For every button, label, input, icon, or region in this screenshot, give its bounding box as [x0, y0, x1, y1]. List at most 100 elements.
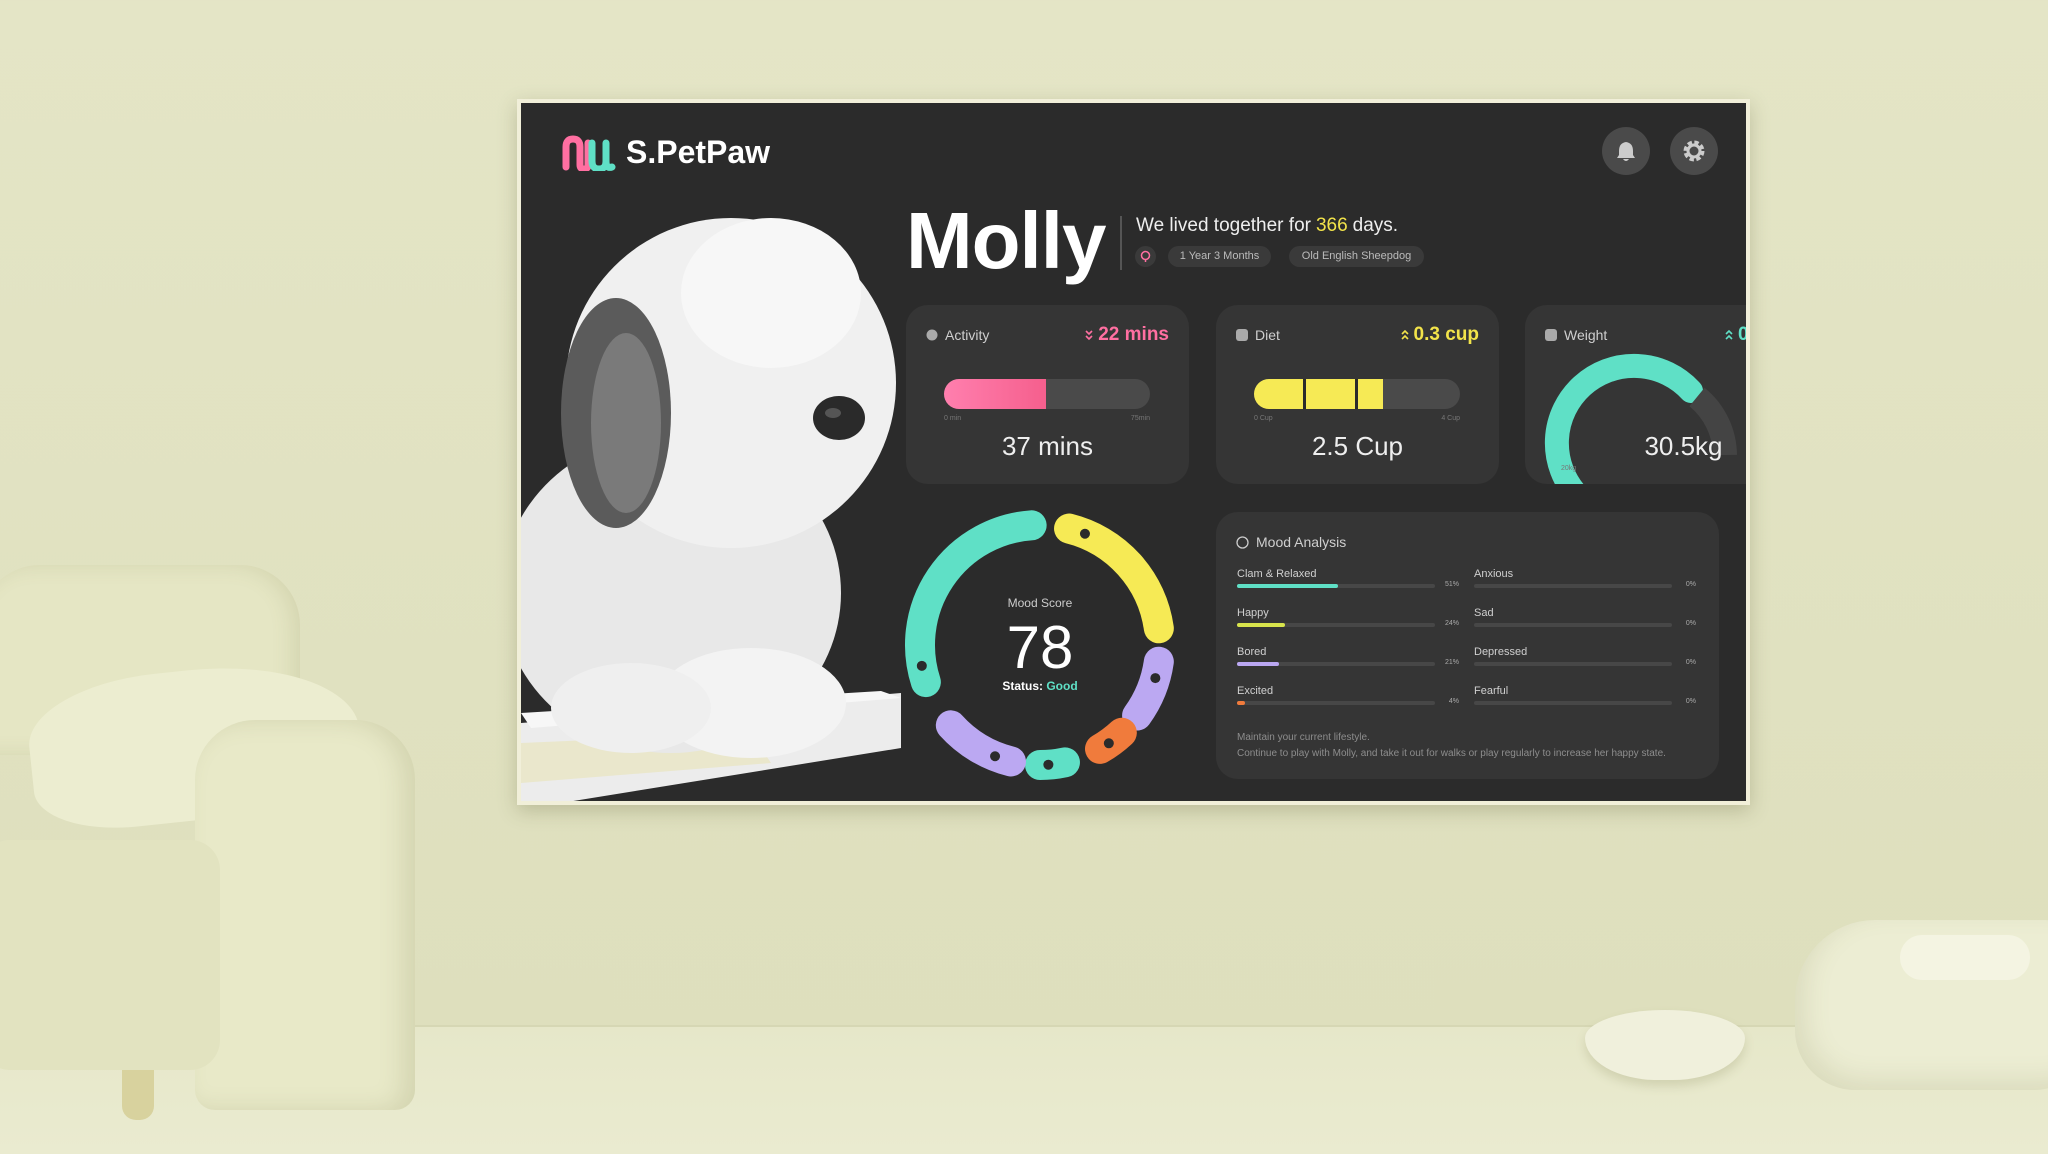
mood-track: [1237, 584, 1435, 588]
progress-fill: [1254, 379, 1383, 409]
pet-bowl: [1585, 1010, 1745, 1080]
mood-row: Bored 21%: [1237, 646, 1459, 685]
mood-label: Anxious: [1474, 568, 1514, 580]
mood-label: Bored: [1237, 646, 1267, 658]
mood-percent: 51%: [1444, 581, 1459, 588]
mood-row: Clam & Relaxed 51%: [1237, 568, 1459, 607]
sofa-seat: [0, 840, 220, 1070]
mood-track: [1237, 701, 1435, 705]
mood-track: [1474, 584, 1672, 588]
mood-track: [1474, 623, 1672, 627]
tag: Old English Sheepdog: [1289, 246, 1424, 267]
max-label: 4 Cup: [1441, 415, 1460, 422]
card-title-text: Activity: [945, 327, 990, 343]
notification-button[interactable]: [1602, 127, 1650, 175]
divider: [1120, 216, 1122, 270]
mood-score-value: 78: [1006, 614, 1074, 681]
mood-percent: 0%: [1685, 659, 1696, 666]
ring-segment: [935, 710, 1026, 777]
mood-status: Status: Good: [940, 679, 1140, 693]
card-title-text: Mood Analysis: [1256, 534, 1347, 550]
bell-icon: [1617, 142, 1635, 161]
mood-track: [1474, 662, 1672, 666]
card-change: 22 mins: [1085, 324, 1169, 346]
activity-card[interactable]: Activity 22 mins 0 min 75min 37 mins: [906, 305, 1189, 484]
mood-row: Depressed 0%: [1474, 646, 1696, 685]
card-title: Mood Analysis: [1236, 534, 1346, 550]
max-label: 75min: [1130, 415, 1150, 422]
ring-icon: [1079, 528, 1090, 539]
mood-row: Excited 4%: [1237, 685, 1459, 724]
card-change: 0: [1725, 324, 1749, 346]
bed-bone: [1900, 935, 2030, 980]
mood-row: Happy 24%: [1237, 607, 1459, 646]
card-value: 37 mins: [1001, 431, 1094, 461]
note: Continue to play with Molly, and take it…: [1237, 748, 1666, 759]
together-text: We lived together for 366 days.: [1136, 215, 1398, 237]
card-value: 30.5kg: [1644, 431, 1723, 461]
mood-row: Fearful 0%: [1474, 685, 1696, 724]
together-prefix: We lived together for: [1136, 215, 1311, 236]
card-value: 2.5 Cup: [1311, 431, 1404, 461]
sofa-leg: [122, 1070, 154, 1120]
gear-icon: [1683, 140, 1705, 162]
mood-label: Sad: [1474, 607, 1494, 619]
mood-column: Clam & Relaxed 51% Happy 24% Bored 21% Excited…: [1237, 568, 1459, 724]
change-text: 0.3 cup: [1413, 324, 1479, 345]
tag: 1 Year 3 Months: [1168, 246, 1271, 267]
mood-percent: 0%: [1685, 698, 1696, 705]
weight-card[interactable]: Weight 0 20kg 30.5kg: [1525, 305, 1749, 484]
card-title-text: Weight: [1564, 327, 1608, 343]
status-value: Good: [1046, 679, 1078, 693]
card-change: 0.3 cup: [1400, 324, 1479, 346]
mood-track: [1474, 701, 1672, 705]
ring-icon: [990, 751, 1001, 762]
diet-card[interactable]: Diet 0.3 cup 0 Cup 4 Cup 2.5 Cup: [1216, 305, 1499, 484]
logo-text: S.PetPaw: [626, 134, 771, 170]
logo-mark: [562, 134, 616, 171]
pet-name: Molly: [906, 196, 1106, 285]
min-label: 20kg: [1561, 465, 1577, 472]
mood-bar: [1237, 584, 1338, 588]
weight-gauge: [1544, 353, 1737, 484]
dog-illustration: [521, 218, 901, 801]
ring-icon: [916, 660, 927, 671]
mood-percent: 0%: [1685, 581, 1696, 588]
mood-label: Depressed: [1474, 646, 1528, 658]
progress-fill: [944, 379, 1046, 409]
change-text: 0: [1738, 324, 1749, 345]
tv-screen: S.PetPaw Molly We lived together for 366…: [517, 99, 1750, 805]
mood-score-title: Mood Score: [1007, 596, 1073, 610]
mood-track: [1237, 623, 1435, 627]
card-title: Diet: [1236, 327, 1280, 343]
min-label: 0 Cup: [1254, 415, 1273, 422]
progress-track: [1254, 379, 1460, 409]
mood-row: Anxious 0%: [1474, 568, 1696, 607]
logo[interactable]: S.PetPaw: [560, 134, 770, 171]
mood-column: Anxious 0% Sad 0% Depressed 0% Fearful 0%: [1474, 568, 1696, 724]
settings-button[interactable]: [1670, 127, 1718, 175]
mood-percent: 24%: [1444, 620, 1459, 627]
status-label: Status:: [1002, 679, 1043, 693]
ring-segment: [1122, 646, 1174, 731]
note: Maintain your current lifestyle.: [1237, 732, 1370, 743]
mood-bar: [1237, 701, 1245, 705]
card-title: Weight: [1545, 327, 1607, 343]
sofa-arm: [195, 720, 415, 1110]
mood-analysis-card: Mood Analysis Clam & Relaxed 51% Happy 24% B…: [1216, 512, 1719, 779]
ring-icon: [1150, 673, 1161, 684]
change-text: 22 mins: [1098, 324, 1169, 345]
mood-ring: [905, 510, 1174, 780]
mood-label: Clam & Relaxed: [1237, 568, 1317, 580]
min-label: 0 min: [944, 415, 962, 422]
ring-icon: [1103, 738, 1114, 749]
mood-percent: 4%: [1448, 698, 1459, 705]
together-days: 366: [1315, 215, 1348, 236]
together-suffix: days.: [1352, 215, 1399, 236]
ring-icon: [1043, 759, 1054, 770]
card-title-text: Diet: [1255, 327, 1280, 343]
progress-track: [944, 379, 1150, 409]
mood-row: Sad 0%: [1474, 607, 1696, 646]
mood-bar: [1237, 623, 1285, 627]
